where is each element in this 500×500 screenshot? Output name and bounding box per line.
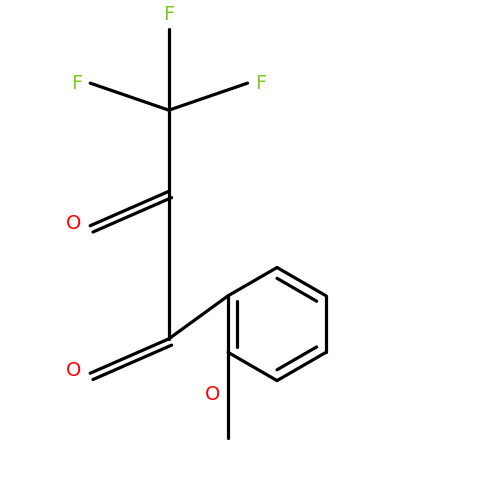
Text: F: F [72,74,83,92]
Text: F: F [255,74,266,92]
Text: O: O [206,384,220,404]
Text: F: F [163,5,174,24]
Text: O: O [66,214,82,233]
Text: O: O [66,362,82,380]
